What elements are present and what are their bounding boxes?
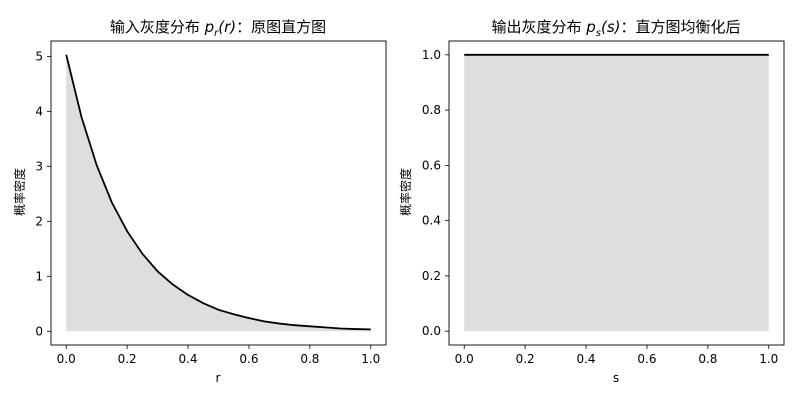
chart-right-xtick-label: 0.2 (516, 352, 535, 366)
chart-left-plot-area: 0.0 0.2 0.4 0.6 0.8 1.0 0 1 2 3 4 5 (35, 40, 387, 366)
chart-right-ytick-label: 0.0 (422, 324, 441, 338)
chart-right-ytick-label: 0.4 (422, 214, 441, 228)
chart-right-ytick-label: 0.6 (422, 158, 441, 172)
chart-right-panel: 输出灰度分布 ps(s)：直方图均衡化后 0.0 0.2 0.4 0.6 0.8 1.00… (398, 18, 785, 385)
chart-left-axes-frame (50, 40, 387, 346)
chart-right-ytick-label: 1.0 (422, 48, 441, 62)
chart-right-ylabel: 概率密度 (398, 168, 413, 216)
chart-left-xtick-label: 0.4 (178, 352, 197, 366)
chart-left-series-line (65, 54, 371, 331)
chart-left-xtick-label: 0.8 (300, 352, 319, 366)
chart-left-ylabel: 概率密度 (12, 168, 27, 216)
chart-left-title: 输入灰度分布 pr(r)：原图直方图 (110, 18, 326, 39)
chart-left-xtick-label: 1.0 (361, 352, 380, 366)
chart-left-xlabel: r (216, 371, 221, 385)
chart-right-xtick-label: 0.4 (576, 352, 595, 366)
chart-left-ytick-label: 4 (35, 104, 43, 118)
chart-right-axes-frame (448, 40, 785, 346)
chart-left-ytick-label: 0 (35, 324, 43, 338)
chart-right-xlabel: s (613, 371, 619, 385)
chart-right-xtick-label: 0.6 (637, 352, 656, 366)
chart-right-xtick-label: 1.0 (759, 352, 778, 366)
chart-left-panel: 输入灰度分布 pr(r)：原图直方图 0.0 0.2 0.4 0.6 0.8 1.0 0 1 2… (12, 18, 387, 385)
chart-left-ytick-label: 1 (35, 269, 43, 283)
chart-left-xtick-label: 0.6 (239, 352, 258, 366)
chart-right-xtick-label: 0.0 (455, 352, 474, 366)
chart-left-xtick-label: 0.0 (57, 352, 76, 366)
chart-right-title: 输出灰度分布 ps(s)：直方图均衡化后 (491, 18, 740, 39)
chart-right-plot-area: 0.0 0.2 0.4 0.6 0.8 1.0 0.0 0.2 0.4 0.6 0.8 1.0 (422, 40, 785, 366)
chart-left-ytick-label: 2 (35, 214, 43, 228)
chart-left-ytick-label: 3 (35, 159, 43, 173)
chart-right-area-fill (464, 54, 769, 332)
chart-right-ytick-label: 0.8 (422, 103, 441, 117)
chart-left-ytick-label: 5 (35, 49, 43, 63)
chart-right-xtick-label: 0.8 (698, 352, 717, 366)
chart-right-ytick-label: 0.2 (422, 269, 441, 283)
chart-left-area-fill (66, 54, 371, 332)
chart-left-xtick-label: 0.2 (118, 352, 137, 366)
